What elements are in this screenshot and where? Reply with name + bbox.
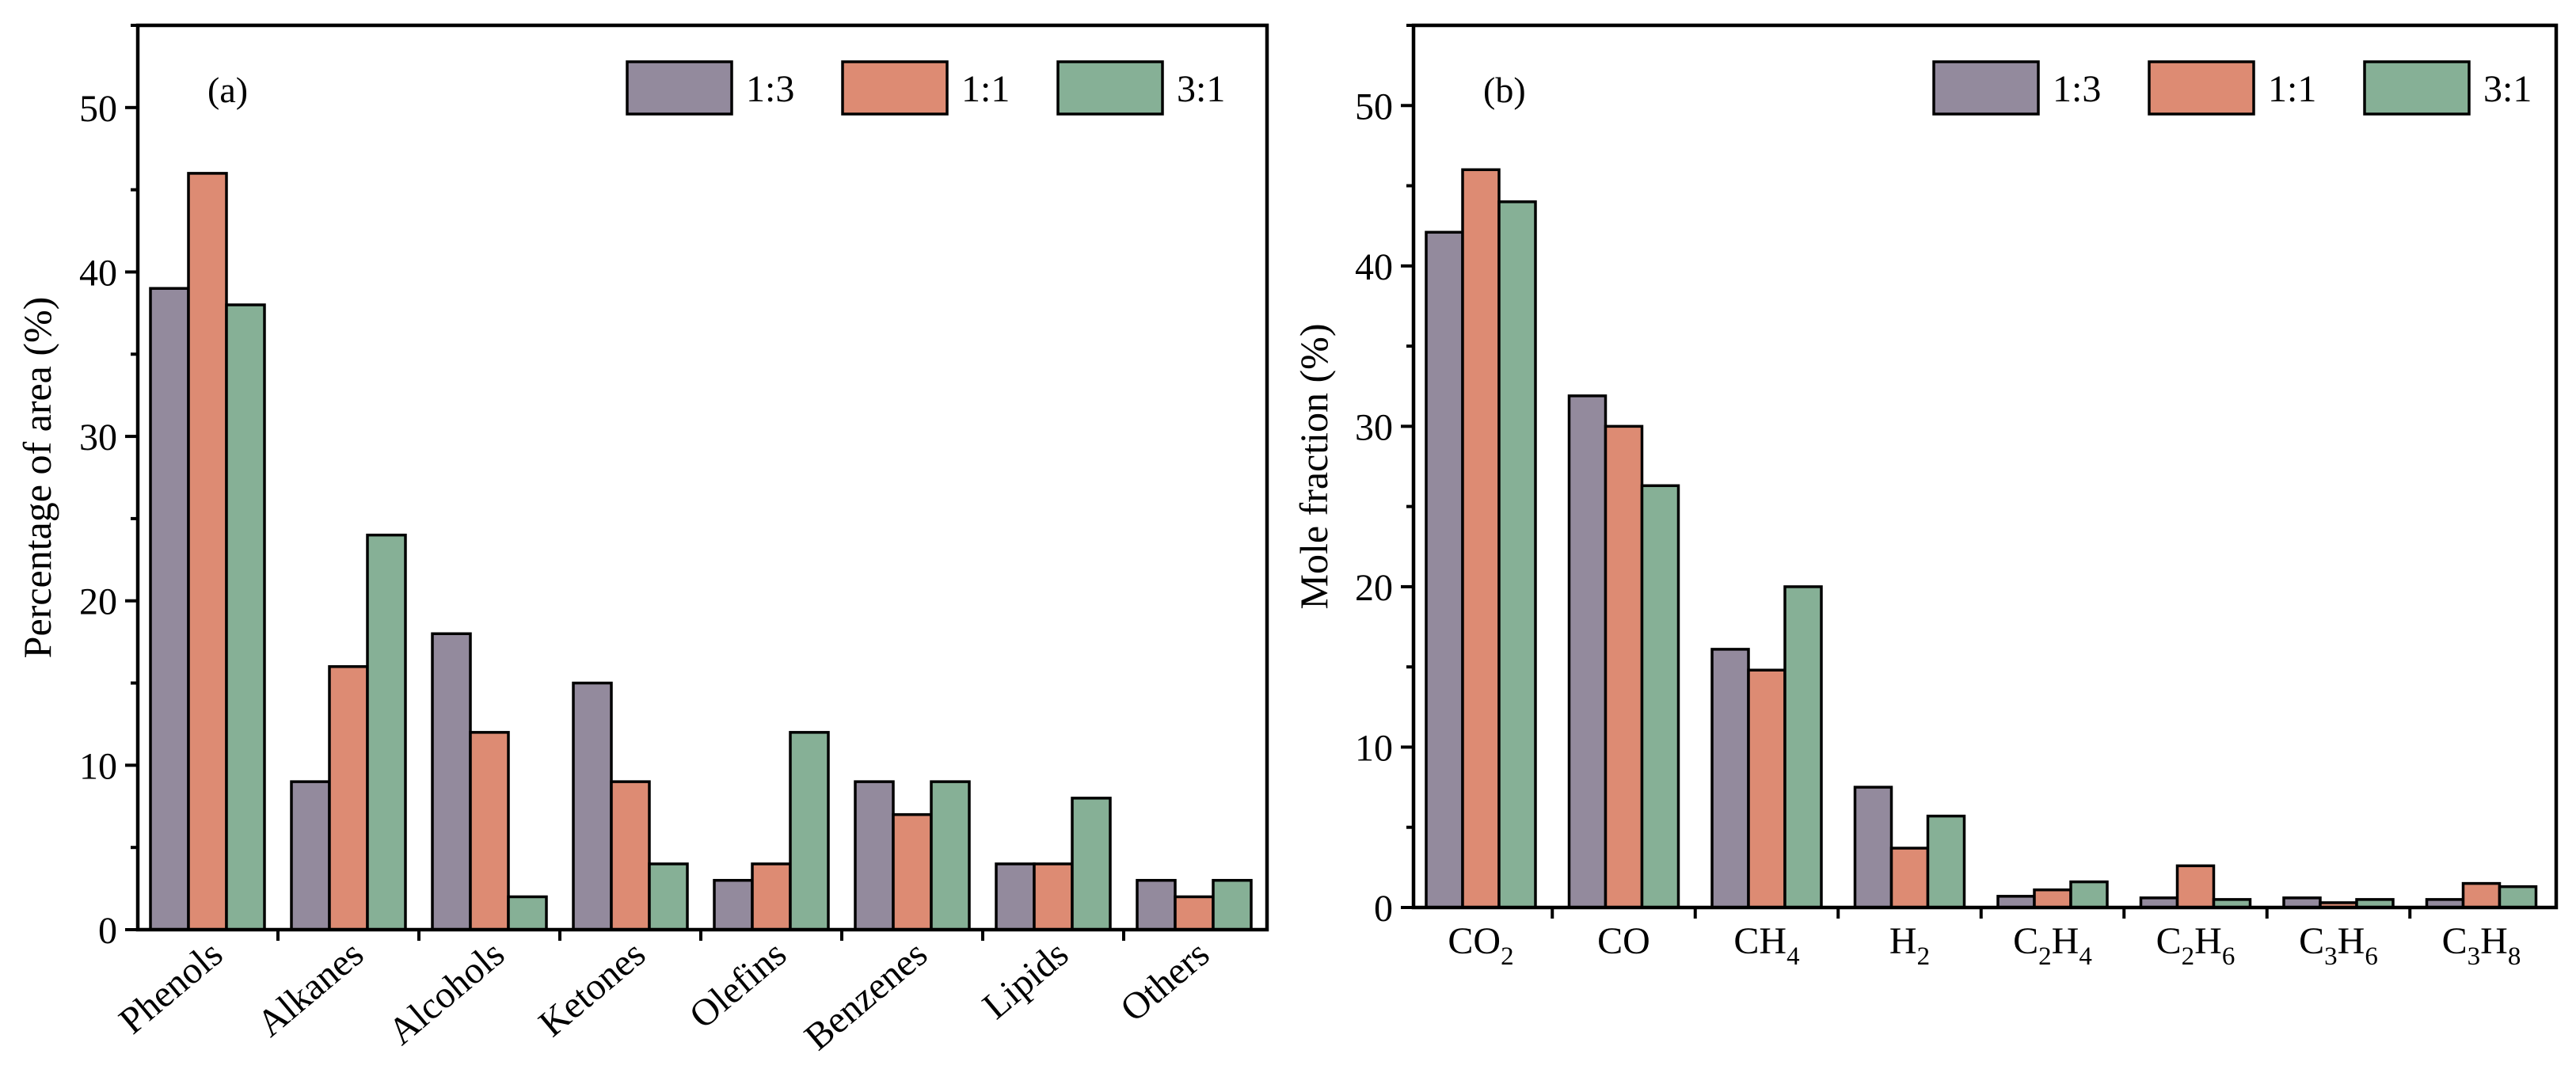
bars bbox=[1425, 168, 2538, 909]
x-category-label: Benzenes bbox=[797, 933, 935, 1059]
x-category-label: Others bbox=[1113, 933, 1217, 1030]
x-category-label: Lipids bbox=[975, 933, 1076, 1027]
bar-3-1-6 bbox=[1071, 797, 1112, 931]
bar-1-1-1 bbox=[1604, 424, 1644, 909]
bar-3-1-0 bbox=[225, 303, 266, 931]
plot-frame bbox=[1411, 23, 2559, 910]
bar-3-1-7 bbox=[2498, 885, 2538, 909]
y-tick-label: 30 bbox=[79, 417, 117, 458]
y-tick-label: 30 bbox=[1355, 406, 1393, 448]
y-tick-label: 50 bbox=[79, 88, 117, 130]
bar-1-3-1 bbox=[1567, 394, 1608, 909]
x-category-label: C3H6 bbox=[2299, 920, 2378, 971]
legend-label: 1:3 bbox=[2053, 68, 2101, 110]
bar-1-1-4 bbox=[751, 862, 792, 931]
x-category-label: Olefins bbox=[682, 933, 794, 1037]
bar-1-1-5 bbox=[2175, 864, 2216, 909]
y-axis-title: Percentage of area (%) bbox=[15, 297, 59, 659]
y-tick-label: 40 bbox=[1355, 246, 1393, 288]
legend-label: 3:1 bbox=[2483, 68, 2532, 110]
x-category-label: Ketones bbox=[531, 933, 654, 1045]
y-tick-label: 0 bbox=[98, 910, 117, 952]
x-category-label: C3H8 bbox=[2442, 920, 2521, 971]
bar-1-3-3 bbox=[572, 681, 613, 931]
panel-label: (a) bbox=[207, 70, 248, 110]
bar-1-3-0 bbox=[1425, 230, 1464, 909]
x-category-label: CO bbox=[1597, 920, 1650, 962]
bar-1-1-1 bbox=[328, 665, 369, 931]
bar-1-1-7 bbox=[2461, 881, 2502, 909]
y-tick-label: 10 bbox=[79, 745, 117, 787]
y-tick-label: 0 bbox=[1374, 888, 1393, 930]
y-axis: 0 10 20 30 40 50 bbox=[79, 24, 1125, 952]
bar-1-1-4 bbox=[2033, 888, 2072, 909]
bar-3-1-2 bbox=[1783, 585, 1823, 909]
bar-3-1-1 bbox=[1640, 484, 1680, 909]
bar-1-1-0 bbox=[1461, 168, 1501, 909]
legend-swatch bbox=[626, 60, 733, 116]
legend: 1:3 1:1 3:1 bbox=[626, 60, 1225, 116]
bar-1-3-6 bbox=[995, 862, 1036, 931]
bar-1-1-3 bbox=[1889, 847, 1930, 909]
bar-1-1-2 bbox=[469, 731, 510, 931]
legend-label: 1:3 bbox=[746, 68, 794, 110]
bar-1-3-0 bbox=[149, 287, 190, 931]
bar-3-1-7 bbox=[1212, 878, 1253, 931]
legend: 1:3 1:1 3:1 bbox=[1932, 60, 2532, 116]
legend-swatch bbox=[1056, 60, 1164, 116]
x-category-label: Phenols bbox=[112, 933, 231, 1042]
bar-1-1-0 bbox=[187, 172, 228, 931]
legend-swatch bbox=[841, 60, 949, 116]
y-tick-label: 20 bbox=[1355, 567, 1393, 609]
bar-1-1-7 bbox=[1174, 895, 1215, 931]
x-category-label: CO2 bbox=[1448, 920, 1513, 971]
bar-1-1-5 bbox=[892, 812, 933, 931]
bar-1-1-6 bbox=[1033, 862, 1074, 931]
panel-label: (b) bbox=[1483, 70, 1526, 110]
legend-label: 1:1 bbox=[961, 68, 1010, 110]
y-tick-label: 20 bbox=[79, 581, 117, 623]
bar-3-1-0 bbox=[1497, 200, 1537, 909]
bar-1-3-4 bbox=[713, 878, 754, 931]
bar-1-3-1 bbox=[290, 780, 331, 931]
bar-1-3-5 bbox=[854, 780, 895, 931]
legend-label: 1:1 bbox=[2268, 68, 2316, 110]
chart-panel-a: 0 10 20 30 40 50 Phenols Alkanes Alcohols Ketones… bbox=[15, 23, 1269, 1059]
x-category-label: CH4 bbox=[1733, 920, 1799, 971]
x-category-label: Alcohols bbox=[380, 933, 512, 1053]
x-category-label: Alkanes bbox=[249, 933, 372, 1045]
bar-1-3-2 bbox=[431, 632, 472, 931]
bar-3-1-2 bbox=[507, 895, 548, 931]
bars bbox=[149, 172, 1253, 931]
bar-3-1-1 bbox=[366, 533, 407, 931]
x-category-label: C2H6 bbox=[2156, 920, 2235, 971]
x-axis-labels: CO2 CO CH4 H2 C2H4 C2H6 C3H6 C3H8 bbox=[1448, 920, 2521, 971]
x-category-label: H2 bbox=[1889, 920, 1930, 971]
legend-label: 3:1 bbox=[1177, 68, 1225, 110]
x-category-label: C2H4 bbox=[2013, 920, 2092, 971]
legend-swatch bbox=[2363, 60, 2471, 116]
legend-swatch bbox=[2148, 60, 2255, 116]
y-tick-label: 50 bbox=[1355, 86, 1393, 127]
bar-1-3-3 bbox=[1853, 786, 1893, 909]
bar-1-3-7 bbox=[1136, 878, 1177, 931]
bar-1-1-2 bbox=[1747, 668, 1786, 909]
bar-1-1-3 bbox=[610, 780, 651, 931]
bar-3-1-4 bbox=[2069, 880, 2109, 909]
x-axis-labels: Phenols Alkanes Alcohols Ketones Olefins Benz… bbox=[112, 933, 1218, 1059]
y-tick-label: 40 bbox=[79, 252, 117, 294]
bar-1-3-2 bbox=[1710, 648, 1750, 909]
y-axis: 0 10 20 30 40 50 bbox=[1355, 24, 2412, 930]
bar-3-1-3 bbox=[648, 862, 689, 931]
bar-3-1-5 bbox=[930, 780, 971, 931]
y-tick-label: 10 bbox=[1355, 727, 1393, 769]
legend-swatch bbox=[1932, 60, 2040, 116]
bar-3-1-3 bbox=[1926, 814, 1966, 909]
bar-3-1-4 bbox=[789, 731, 830, 931]
y-axis-title: Mole fraction (%) bbox=[1292, 324, 1336, 610]
chart-panel-b: 0 10 20 30 40 50 CO2 CO CH4 H2 C2H4 C2H6 C3H6 C3H8 Mol… bbox=[1292, 23, 2559, 971]
